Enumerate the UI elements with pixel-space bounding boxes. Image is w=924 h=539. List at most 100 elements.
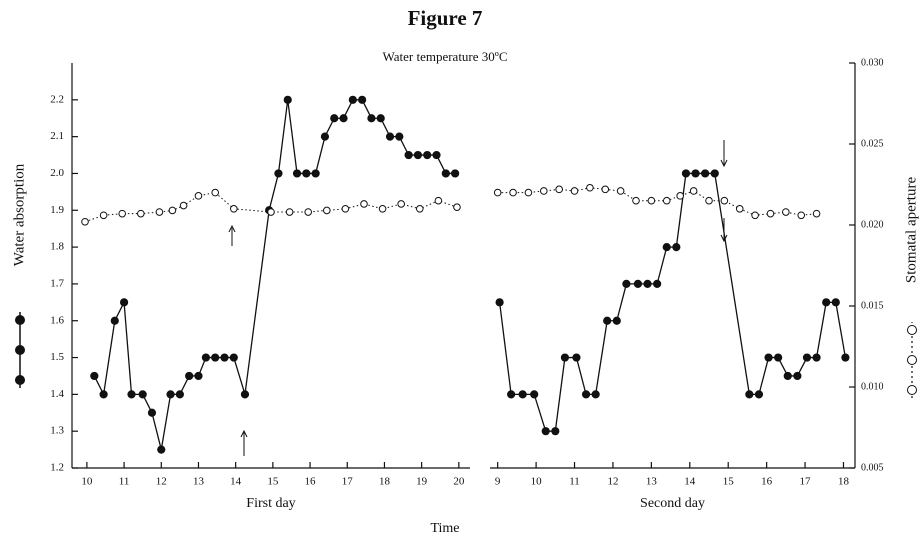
data-point — [710, 169, 719, 178]
data-point — [201, 353, 211, 362]
data-point — [283, 95, 292, 104]
data-point — [240, 390, 250, 399]
data-point — [797, 211, 806, 220]
panel-label: First day — [246, 496, 295, 511]
x-tick-label: 10 — [531, 476, 543, 488]
series-line — [498, 172, 847, 432]
data-point — [782, 208, 790, 216]
data-point — [81, 217, 89, 226]
data-point — [735, 205, 744, 213]
data-point — [518, 390, 527, 399]
y2-tick-label: 0.005 — [861, 462, 884, 473]
data-point — [90, 371, 99, 381]
data-point — [397, 200, 405, 208]
legend-filled-key — [15, 312, 25, 388]
data-point — [304, 208, 312, 216]
data-point — [572, 353, 581, 362]
x-tick-label: 9 — [495, 476, 501, 488]
data-point — [672, 242, 681, 252]
legend-open-key — [907, 322, 917, 398]
data-point — [701, 169, 710, 178]
data-point — [404, 150, 413, 160]
data-point — [385, 132, 395, 141]
chart-title: Figure 7 — [408, 6, 483, 30]
series-line — [497, 187, 817, 216]
data-point — [367, 114, 376, 123]
data-point — [633, 279, 643, 289]
x-tick-label: 10 — [81, 476, 93, 488]
data-point — [378, 205, 387, 213]
x-tick-label: 13 — [646, 476, 658, 488]
data-point — [360, 200, 368, 208]
data-point — [616, 187, 625, 195]
data-point — [330, 114, 339, 123]
x-tick-label: 18 — [838, 476, 850, 488]
y-tick-label: 2.2 — [50, 93, 64, 105]
data-point — [601, 185, 610, 194]
y2-tick-label: 0.015 — [861, 300, 884, 311]
data-point — [99, 211, 108, 220]
data-point — [691, 169, 700, 178]
data-point — [783, 371, 792, 381]
data-point — [99, 390, 108, 399]
data-point — [179, 201, 188, 210]
data-point — [551, 427, 560, 436]
x-tick-label: 11 — [119, 476, 130, 488]
data-point — [311, 169, 320, 178]
data-point — [612, 316, 621, 325]
data-point — [495, 298, 504, 307]
arrows — [228, 140, 728, 456]
data-point — [220, 353, 229, 362]
data-point — [822, 298, 831, 307]
data-point — [434, 196, 443, 205]
data-point — [147, 408, 157, 417]
y2-tick-label: 0.025 — [861, 138, 884, 149]
data-point — [432, 150, 441, 160]
data-point — [647, 196, 656, 205]
data-point — [754, 390, 764, 399]
y2-tick-label: 0.020 — [861, 219, 884, 230]
data-point — [155, 208, 164, 216]
x-tick-label: 13 — [193, 476, 205, 488]
x-tick-label: 12 — [156, 476, 167, 488]
data-point — [591, 390, 600, 399]
x-tick-label: 14 — [684, 476, 696, 488]
x-tick-label: 20 — [453, 476, 465, 488]
x-tick-label: 11 — [569, 476, 580, 488]
data-point — [451, 169, 460, 178]
data-point — [267, 208, 275, 216]
x-tick-label: 16 — [305, 476, 317, 488]
data-point — [653, 279, 662, 289]
data-point — [138, 390, 147, 399]
data-point — [175, 390, 184, 399]
data-point — [570, 187, 579, 195]
data-point — [751, 211, 759, 220]
data-point — [110, 316, 119, 325]
data-point — [413, 150, 423, 160]
data-point — [194, 371, 203, 381]
data-point — [766, 209, 775, 218]
data-point — [395, 132, 404, 141]
data-point — [302, 169, 311, 178]
data-point — [320, 132, 330, 141]
chart-subtitle: Water temperature 30ºC — [383, 49, 508, 64]
y-tick-label: 2.0 — [50, 167, 64, 179]
data-point — [632, 196, 640, 205]
data-point — [348, 95, 357, 104]
data-point — [168, 206, 177, 215]
data-point — [127, 390, 136, 399]
data-point — [292, 169, 302, 178]
y-tick-label: 1.9 — [50, 204, 64, 216]
data-point — [137, 209, 145, 218]
data-point — [524, 188, 533, 197]
y-tick-label: 1.6 — [50, 314, 64, 326]
data-point — [812, 209, 821, 218]
data-point — [415, 205, 424, 213]
data-point — [119, 298, 129, 307]
data-point — [745, 390, 754, 399]
data-point — [507, 390, 516, 399]
data-point — [555, 185, 563, 194]
y-tick-label: 1.4 — [50, 388, 64, 400]
data-point — [509, 188, 517, 197]
